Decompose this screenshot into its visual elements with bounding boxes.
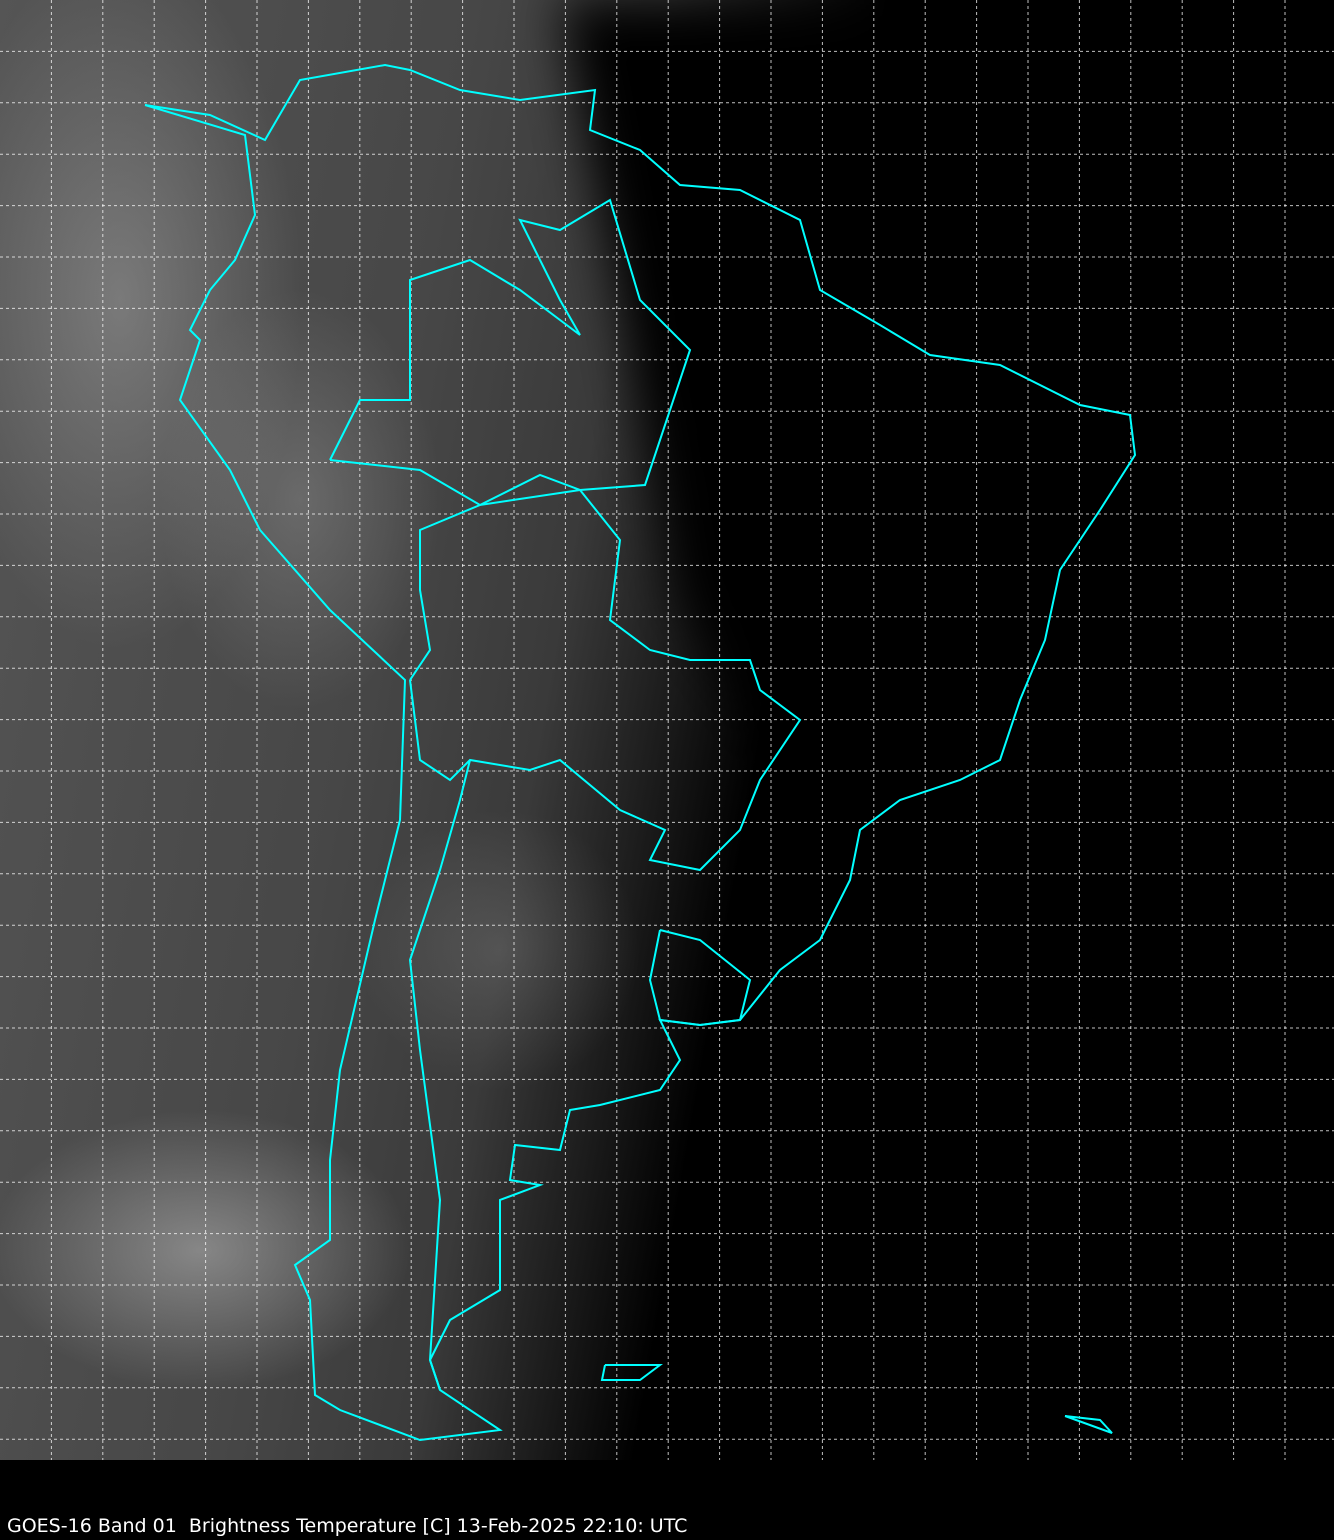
- lat-lon-grid: [0, 0, 1334, 1460]
- southern-cone-border: [408, 759, 471, 1391]
- image-caption: GOES-16 Band 01 Brightness Temperature […: [7, 1515, 688, 1537]
- south-georgia-outline: [1064, 1415, 1113, 1434]
- south-america-coastline: [144, 63, 1137, 1442]
- amazon-border: [329, 198, 692, 507]
- falklands-outline: [600, 1364, 663, 1381]
- night-region: [560, 0, 1334, 1460]
- country-borders: [144, 63, 1137, 1442]
- andes-border: [409, 473, 802, 872]
- uruguay-border: [648, 929, 752, 1027]
